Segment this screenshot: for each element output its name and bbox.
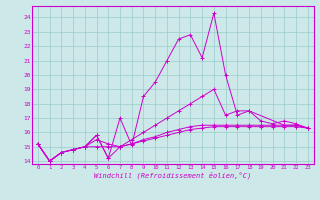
X-axis label: Windchill (Refroidissement éolien,°C): Windchill (Refroidissement éolien,°C) [94, 172, 252, 179]
